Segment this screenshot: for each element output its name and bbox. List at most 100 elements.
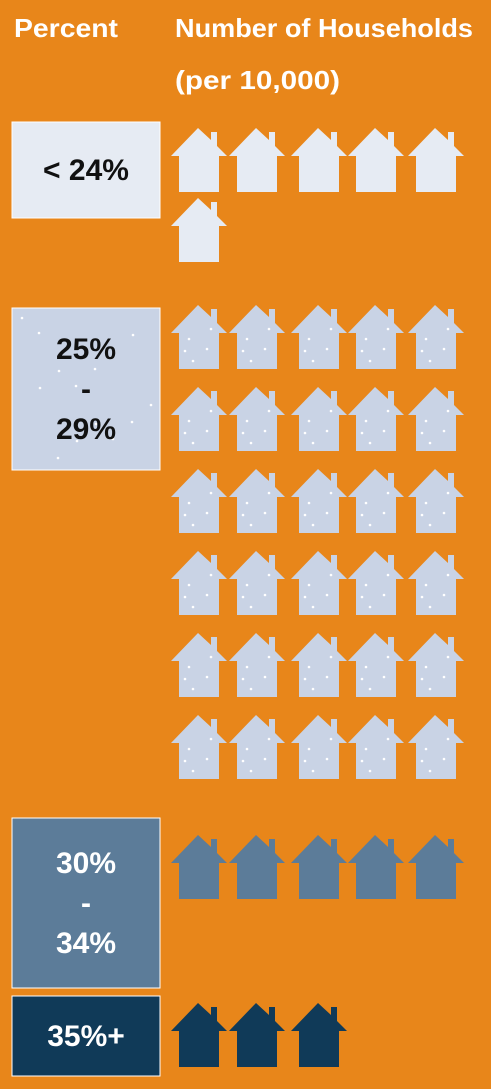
- dot: [446, 409, 450, 413]
- dot: [191, 769, 195, 773]
- category-label: -: [81, 887, 91, 920]
- dot: [428, 769, 432, 773]
- dot: [245, 583, 249, 587]
- house-icon: [408, 633, 464, 697]
- dot: [20, 316, 24, 320]
- dot: [75, 439, 79, 443]
- house-icon: [291, 835, 347, 899]
- dot: [56, 456, 60, 460]
- dot: [428, 359, 432, 363]
- dot: [382, 593, 386, 597]
- dot: [446, 737, 450, 741]
- dot: [183, 759, 187, 763]
- dot: [424, 419, 428, 423]
- dot: [307, 583, 311, 587]
- dot: [267, 327, 271, 331]
- dot: [303, 431, 307, 435]
- dot: [420, 431, 424, 435]
- dot: [241, 431, 245, 435]
- dot: [245, 337, 249, 341]
- dot: [424, 665, 428, 669]
- dot: [428, 441, 432, 445]
- category-box: [11, 307, 161, 471]
- house-icon: [408, 835, 464, 899]
- dot: [360, 513, 364, 517]
- dot: [93, 367, 97, 371]
- house-icon: [229, 305, 285, 369]
- dot: [303, 349, 307, 353]
- dot: [307, 665, 311, 669]
- house-icon: [348, 715, 404, 779]
- dot: [424, 583, 428, 587]
- dot: [364, 501, 368, 505]
- dot: [420, 349, 424, 353]
- dot: [38, 386, 42, 390]
- dot: [386, 409, 390, 413]
- dot: [424, 337, 428, 341]
- house-icon: [348, 305, 404, 369]
- dot: [241, 759, 245, 763]
- dot: [245, 747, 249, 751]
- dot: [267, 573, 271, 577]
- dot: [364, 665, 368, 669]
- dot: [446, 573, 450, 577]
- house-icon: [348, 835, 404, 899]
- house-icon: [229, 715, 285, 779]
- dot: [368, 523, 372, 527]
- dot: [149, 403, 153, 407]
- dot: [263, 593, 267, 597]
- house-icon: [348, 551, 404, 615]
- dot: [360, 677, 364, 681]
- house-icon: [229, 551, 285, 615]
- dot: [263, 757, 267, 761]
- column-header: Number of Households: [175, 13, 473, 43]
- dot: [205, 593, 209, 597]
- dot: [329, 327, 333, 331]
- dot: [241, 349, 245, 353]
- dot: [382, 675, 386, 679]
- dot: [368, 359, 372, 363]
- dot: [329, 655, 333, 659]
- dot: [382, 347, 386, 351]
- category-label: 35%+: [47, 1020, 125, 1053]
- dot: [329, 491, 333, 495]
- dot: [111, 437, 115, 441]
- house-icon: [291, 715, 347, 779]
- dot: [183, 595, 187, 599]
- category-label: 29%: [56, 413, 116, 446]
- house-icon: [229, 128, 285, 192]
- dot: [205, 347, 209, 351]
- dot: [303, 595, 307, 599]
- dot: [311, 605, 315, 609]
- dot: [209, 409, 213, 413]
- dot: [209, 491, 213, 495]
- dot: [187, 501, 191, 505]
- dot: [386, 737, 390, 741]
- dot: [424, 501, 428, 505]
- dot: [241, 595, 245, 599]
- house-icon: [348, 128, 404, 192]
- dot: [303, 759, 307, 763]
- house-icon: [408, 469, 464, 533]
- dot: [263, 429, 267, 433]
- dot: [263, 347, 267, 351]
- dot: [209, 573, 213, 577]
- dot: [382, 757, 386, 761]
- dot: [267, 655, 271, 659]
- house-icon: [291, 633, 347, 697]
- dot: [130, 420, 134, 424]
- dot: [205, 675, 209, 679]
- dot: [249, 523, 253, 527]
- house-icon: [229, 633, 285, 697]
- dot: [205, 429, 209, 433]
- dot: [325, 511, 329, 515]
- dot: [386, 491, 390, 495]
- dot: [249, 605, 253, 609]
- dot: [245, 501, 249, 505]
- house-icon: [291, 387, 347, 451]
- dot: [364, 419, 368, 423]
- dot: [325, 593, 329, 597]
- house-icon: [408, 128, 464, 192]
- house-icon: [171, 633, 227, 697]
